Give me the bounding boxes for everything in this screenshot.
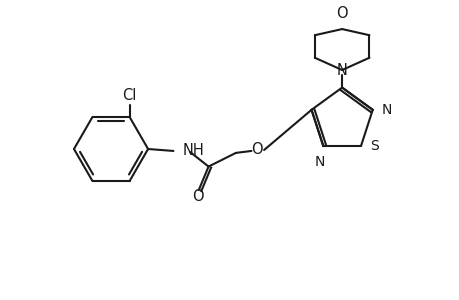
Text: N: N [313,154,324,169]
Text: O: O [251,142,263,158]
Text: Cl: Cl [122,88,136,103]
Text: N: N [336,62,347,77]
Text: O: O [191,189,203,204]
Text: O: O [336,6,347,21]
Text: NH: NH [182,143,203,158]
Text: N: N [381,103,391,117]
Text: S: S [369,139,378,153]
